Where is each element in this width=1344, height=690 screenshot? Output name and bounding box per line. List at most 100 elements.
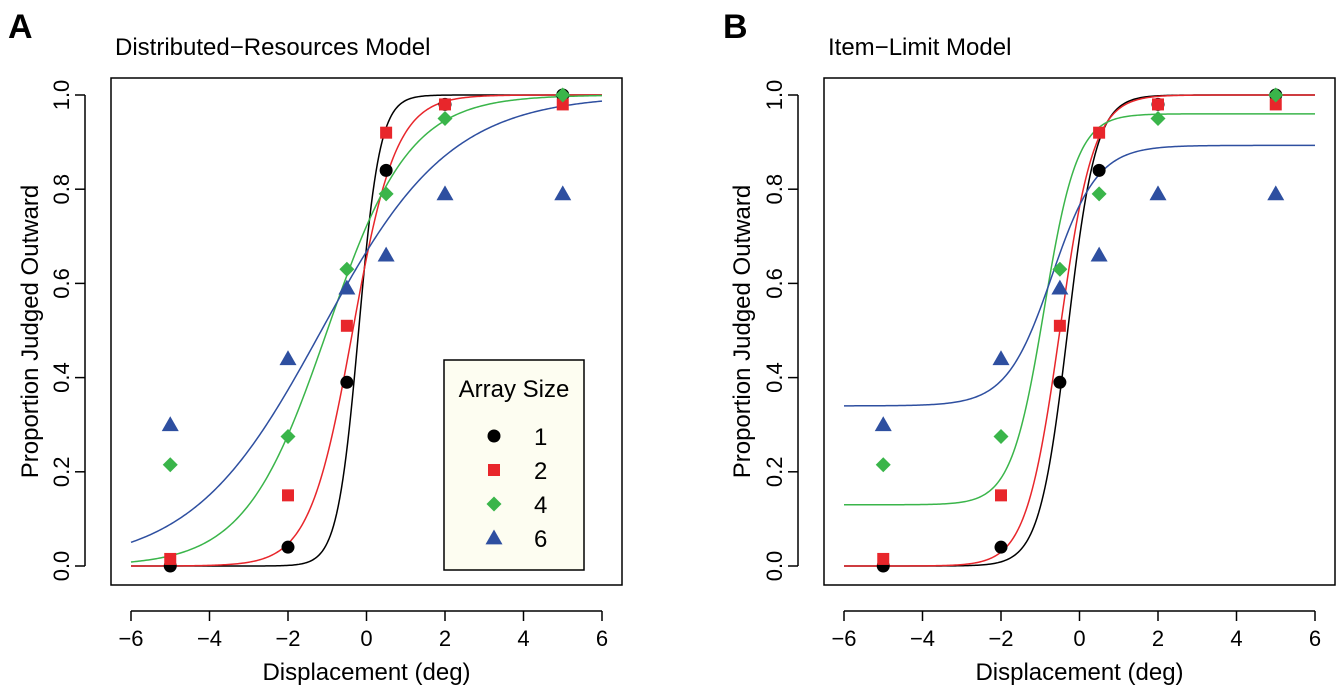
legend-label-4: 4 — [534, 492, 547, 519]
x-tick-label: −4 — [910, 626, 935, 651]
data-point-series-4 — [437, 111, 453, 127]
y-tick-label: 0.6 — [762, 268, 787, 299]
data-point-series-2 — [877, 552, 890, 565]
data-point-series-4 — [1150, 111, 1166, 127]
fit-curve-series-4 — [844, 113, 1315, 506]
y-tick-label: 0.4 — [49, 362, 74, 393]
x-tick-label: −6 — [831, 626, 856, 651]
data-points — [874, 87, 1285, 573]
data-point-series-4 — [875, 457, 891, 473]
x-tick-label: −2 — [275, 626, 300, 651]
data-point-series-6 — [1267, 185, 1285, 201]
y-tick-label: 0.0 — [49, 551, 74, 582]
data-point-series-4 — [1268, 87, 1284, 103]
y-tick-label: 0.8 — [762, 174, 787, 205]
data-point-series-6 — [161, 416, 179, 432]
data-point-series-6 — [1149, 185, 1167, 201]
fit-curves — [844, 94, 1315, 567]
data-point-series-2 — [1053, 319, 1066, 332]
data-point-series-1 — [379, 163, 393, 177]
plot-frame — [110, 77, 623, 586]
chart-title: Distributed−Resources Model — [115, 34, 430, 61]
data-point-series-6 — [279, 350, 297, 366]
y-tick-label: 0.2 — [762, 457, 787, 488]
legend-box — [443, 359, 585, 571]
legend-title: Array Size — [459, 376, 570, 403]
data-point-series-6 — [992, 350, 1010, 366]
y-tick-label: 0.8 — [49, 174, 74, 205]
panel-letter: A — [8, 8, 33, 46]
panel-letter: B — [723, 8, 748, 46]
x-tick-label: 4 — [517, 626, 529, 651]
x-tick-label: −6 — [118, 626, 143, 651]
data-point-series-2 — [164, 552, 177, 565]
data-point-series-1 — [1053, 375, 1067, 389]
fit-curves — [130, 94, 603, 567]
legend-label-1: 1 — [534, 424, 547, 451]
fit-curve-series-2 — [844, 94, 1315, 567]
x-tick-label: 0 — [1073, 626, 1085, 651]
data-point-series-6 — [1090, 246, 1108, 262]
legend-label-6: 6 — [534, 526, 547, 553]
x-axis-label: Displacement (deg) — [975, 659, 1183, 686]
legend: Array Size 1 2 4 6 — [443, 359, 585, 571]
x-tick-label: −2 — [988, 626, 1013, 651]
fit-curve-series-6 — [844, 144, 1315, 407]
data-point-series-4 — [280, 428, 296, 444]
data-point-series-1 — [1092, 163, 1106, 177]
x-tick-label: 6 — [596, 626, 608, 651]
y-tick-label: 0.6 — [49, 268, 74, 299]
x-axis-label: Displacement (deg) — [262, 659, 470, 686]
data-point-series-1 — [340, 375, 354, 389]
fit-curve-series-1 — [844, 94, 1315, 567]
data-point-series-2 — [340, 319, 353, 332]
data-points — [161, 87, 572, 573]
data-point-series-4 — [1091, 186, 1107, 202]
data-point-series-2 — [282, 489, 294, 502]
fit-curve-series-2 — [131, 94, 602, 567]
data-point-series-6 — [1051, 279, 1069, 295]
chart-title: Item−Limit Model — [828, 34, 1011, 61]
fit-curve-series-6 — [130, 100, 603, 544]
data-point-series-6 — [436, 185, 454, 201]
data-point-series-2 — [1269, 98, 1282, 111]
y-tick-label: 0.0 — [762, 551, 787, 582]
x-tick-label: 2 — [439, 626, 451, 651]
data-point-series-2 — [439, 98, 451, 111]
data-point-series-6 — [377, 246, 395, 262]
data-point-series-2 — [556, 98, 569, 111]
x-tick-label: −4 — [197, 626, 222, 651]
y-tick-label: 0.2 — [49, 457, 74, 488]
data-point-series-6 — [554, 185, 572, 201]
y-tick-label: 0.4 — [762, 362, 787, 393]
data-point-series-2 — [1093, 126, 1106, 139]
x-tick-label: 6 — [1309, 626, 1321, 651]
legend-marker-1 — [487, 429, 501, 443]
y-axis-label: Proportion Judged Outward — [17, 185, 44, 479]
y-tick-label: 1.0 — [49, 80, 74, 111]
legend-marker-4 — [486, 496, 502, 512]
y-axis-label: Proportion Judged Outward — [729, 185, 756, 479]
x-tick-label: 0 — [360, 626, 372, 651]
data-point-series-4 — [993, 428, 1009, 444]
data-point-series-2 — [1152, 98, 1164, 111]
y-tick-label: 1.0 — [762, 80, 787, 111]
x-tick-label: 4 — [1230, 626, 1242, 651]
data-point-series-6 — [874, 416, 892, 432]
data-point-series-2 — [380, 126, 393, 139]
data-point-series-1 — [281, 540, 295, 554]
fit-curve-series-4 — [130, 94, 603, 563]
panel-A: A Distributed−Resources Model −6 −4 −2 0 2 4 6 Di… — [8, 8, 623, 686]
plot-frame — [823, 77, 1336, 586]
data-point-series-2 — [995, 489, 1007, 502]
legend-marker-6 — [485, 529, 503, 545]
data-point-series-1 — [994, 540, 1008, 554]
legend-marker-2 — [488, 464, 500, 476]
data-point-series-4 — [339, 261, 355, 277]
data-point-series-4 — [555, 87, 571, 103]
x-tick-label: 2 — [1152, 626, 1164, 651]
panel-B: B Item−Limit Model −6 −4 −2 0 2 4 6 Displacement … — [723, 8, 1336, 686]
data-point-series-4 — [162, 457, 178, 473]
data-point-series-4 — [378, 186, 394, 202]
